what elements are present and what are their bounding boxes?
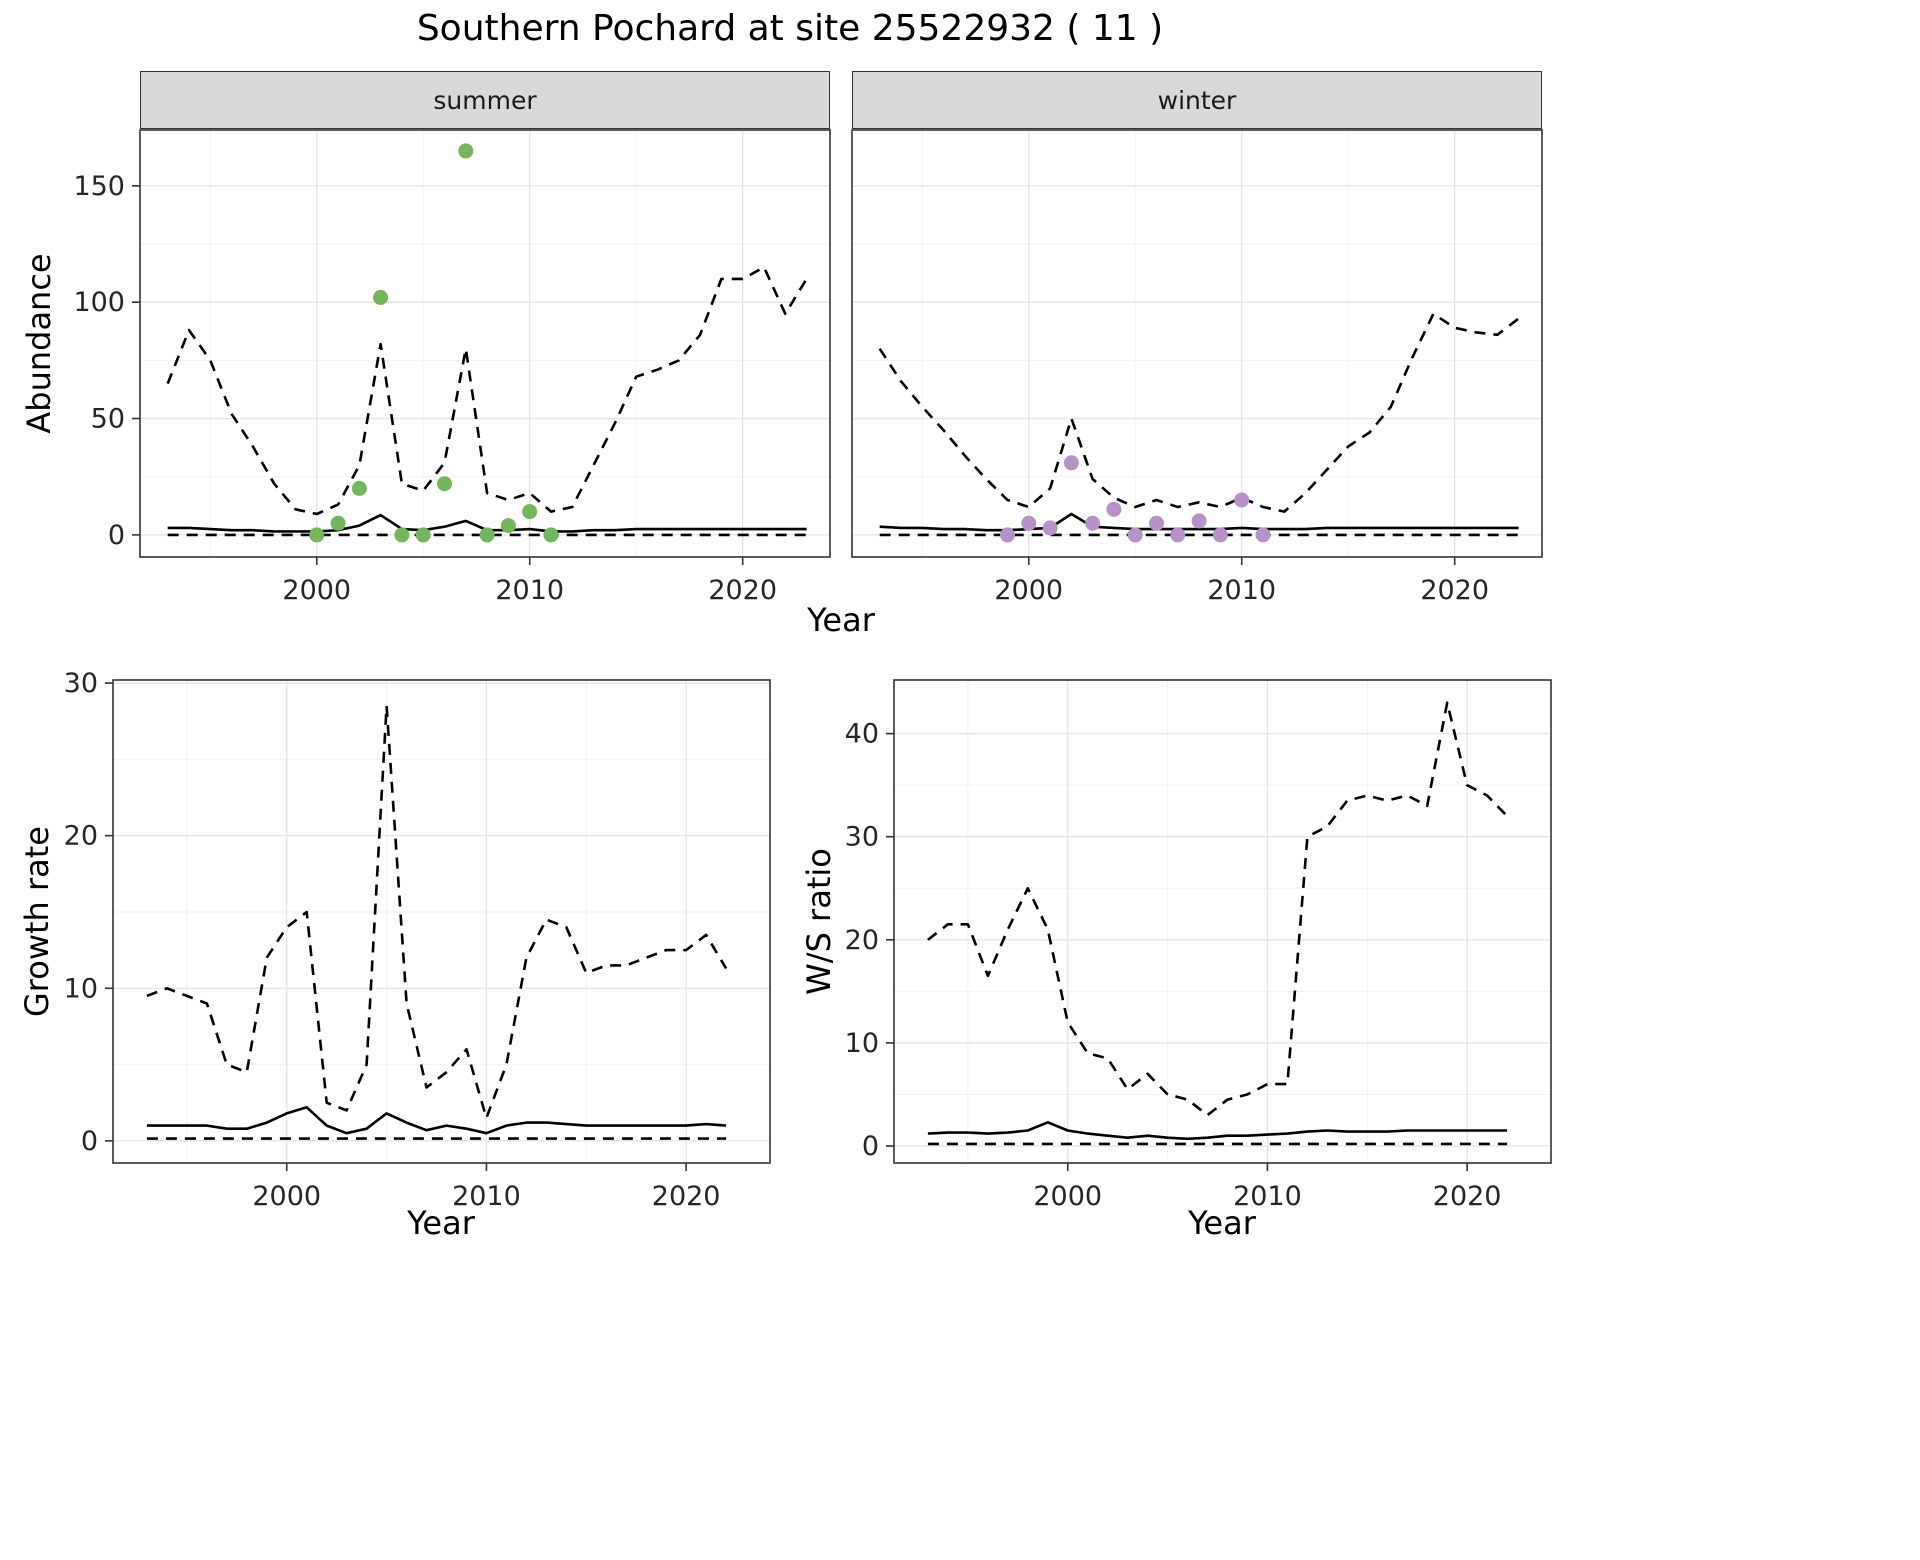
observed-summer-point (543, 527, 559, 543)
panel-border (112, 679, 771, 1164)
x-axis-title-growth: Year (407, 1204, 475, 1242)
observed-winter-point (1127, 527, 1143, 543)
x-tick-label: 2000 (994, 575, 1063, 606)
x-tick-label: 2000 (282, 575, 351, 606)
series-upper-ci (927, 701, 1509, 1117)
y-tick-label: 40 (845, 719, 879, 750)
observed-summer-point (309, 527, 325, 543)
observed-summer-point (330, 515, 346, 531)
panel-border (851, 129, 1543, 558)
panel-background (852, 130, 1542, 557)
abundance-winter-plot: 2000 2010 2020 (851, 129, 1543, 606)
ws-ratio-plot: 2000 2010 2020 0 10 20 30 40 (845, 679, 1552, 1212)
y-axis-title-abundance: Abundance (20, 253, 58, 434)
observed-winter-point (1191, 513, 1207, 529)
x-tick-label: 2010 (1233, 1181, 1302, 1212)
observed-winter-point (1234, 492, 1250, 508)
series-median (879, 512, 1519, 532)
observed-summer-point (458, 143, 474, 159)
y-tick-label: 0 (108, 520, 125, 551)
observed-winter-point (1063, 455, 1079, 471)
observed-summer-point (415, 527, 431, 543)
panel-border (893, 679, 1552, 1164)
observed-winter-point (1106, 501, 1122, 517)
x-axis-title-top: Year (807, 601, 875, 639)
observed-winter-point (1255, 527, 1271, 543)
observed-winter-point (1000, 527, 1015, 543)
panel-border (139, 129, 831, 558)
y-tick-label: 50 (91, 404, 125, 435)
panel-background (140, 130, 830, 557)
panel-background (113, 680, 770, 1163)
observed-winter-point (1085, 515, 1101, 531)
y-tick-label: 20 (64, 821, 98, 852)
observed-winter-point (1042, 520, 1058, 536)
y-tick-label: 150 (73, 171, 125, 202)
x-axis-title-ws: Year (1188, 1204, 1256, 1242)
series-upper-ci (146, 704, 728, 1120)
y-tick-label: 0 (81, 1126, 98, 1157)
series-upper-ci (878, 312, 1520, 513)
x-tick-label: 2020 (652, 1181, 721, 1212)
x-tick-label: 2010 (1207, 575, 1276, 606)
x-tick-label: 2020 (1433, 1181, 1502, 1212)
abundance-summer-plot: 2000 2010 2020 0 50 100 150 (73, 129, 831, 606)
panel-background (894, 680, 1551, 1163)
observed-winter-point (1170, 527, 1186, 543)
x-tick-label: 2010 (452, 1181, 521, 1212)
facet-strip-summer: summer (140, 71, 830, 129)
observed-winter-point (1212, 527, 1228, 543)
observed-summer-point (522, 504, 538, 520)
growth-rate-plot: 2000 2010 2020 0 10 20 30 (64, 668, 771, 1212)
chart-title: Southern Pochard at site 25522932 ( 11 ) (416, 8, 1164, 49)
y-tick-label: 100 (73, 287, 125, 318)
observed-summer-point (500, 518, 516, 534)
x-tick-label: 2000 (1033, 1181, 1102, 1212)
x-tick-label: 2010 (495, 575, 564, 606)
observed-summer-point (479, 527, 495, 543)
series-upper-ci (166, 266, 808, 516)
observed-winter-point (1149, 515, 1164, 531)
y-tick-label: 30 (64, 668, 98, 699)
observed-winter-point (1021, 515, 1037, 531)
facet-strip-summer-label: summer (433, 85, 537, 115)
observed-summer-point (437, 476, 452, 492)
facet-strip-winter: winter (852, 71, 1542, 129)
observed-summer-point (351, 480, 367, 496)
y-tick-label: 30 (845, 822, 879, 853)
series-median (146, 1105, 727, 1135)
facet-strip-winter-label: winter (1157, 85, 1237, 115)
x-tick-label: 2000 (252, 1181, 321, 1212)
y-tick-label: 10 (64, 973, 98, 1004)
observed-summer-point (373, 290, 389, 305)
y-tick-label: 20 (845, 925, 879, 956)
x-tick-label: 2020 (1420, 575, 1489, 606)
y-tick-label: 10 (845, 1028, 879, 1059)
y-tick-label: 0 (862, 1131, 879, 1162)
x-tick-label: 2020 (708, 575, 777, 606)
series-median (927, 1120, 1508, 1141)
observed-summer-point (394, 527, 410, 543)
